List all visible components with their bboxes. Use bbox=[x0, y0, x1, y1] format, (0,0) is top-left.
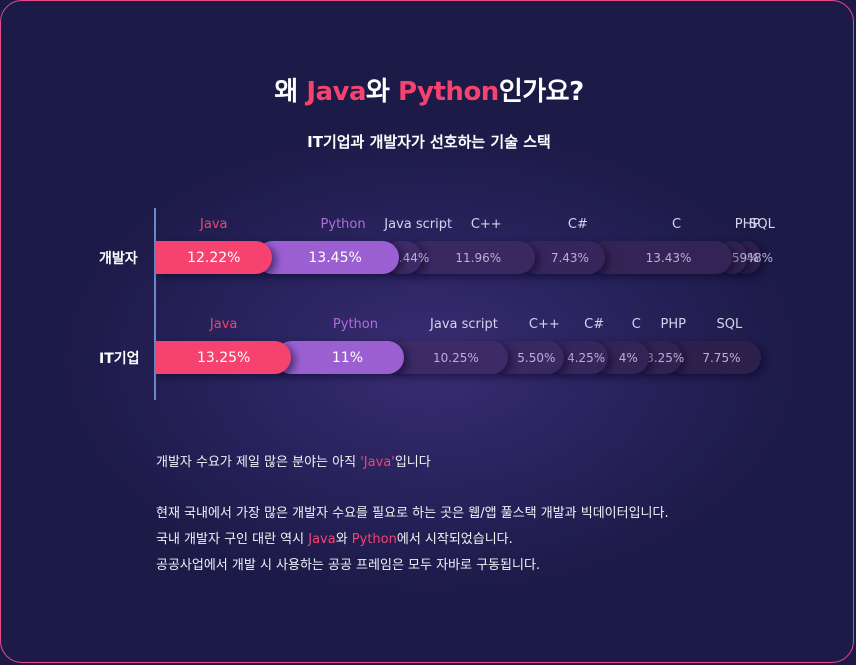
desc-line3-mid: 와 bbox=[335, 532, 352, 547]
category-label-0-2: Java script bbox=[384, 217, 453, 232]
page-subtitle: IT기업과 개발자가 선호하는 기술 스택 bbox=[307, 133, 551, 151]
category-label-0-5: C bbox=[671, 217, 682, 232]
bar-seg-1-2: 10.25% bbox=[387, 341, 509, 374]
category-label-0-4: C# bbox=[567, 217, 588, 232]
category-label-1-7: SQL bbox=[716, 317, 743, 332]
bar-seg-1-7: 7.75% bbox=[665, 341, 761, 374]
title-text-pre: 왜 bbox=[274, 77, 307, 107]
category-label-0-6: PHP bbox=[734, 217, 761, 232]
bar-seg-0-5: 13.43% bbox=[589, 241, 732, 274]
bar-seg-0-1: 13.45% bbox=[255, 241, 399, 274]
desc-line3-python: Python bbox=[351, 532, 397, 547]
desc-line1-post: 입니다 bbox=[394, 455, 431, 470]
title-text-mid: 와 bbox=[366, 77, 399, 107]
bar-seg-1-0: 13.25% bbox=[156, 341, 292, 374]
description-line-2: 현재 국내에서 가장 많은 개발자 수요를 필요로 하는 곳은 웹/앱 풀스택 … bbox=[156, 506, 669, 521]
title-python: Python bbox=[398, 77, 499, 107]
category-label-0-7: SQL bbox=[749, 217, 775, 232]
category-label-0-3: C++ bbox=[470, 217, 502, 232]
desc-line3-post: 에서 시작되었습니다. bbox=[396, 532, 513, 547]
category-label-1-6: PHP bbox=[660, 317, 686, 332]
category-label-1-5: C bbox=[631, 317, 641, 332]
chart-axis-line bbox=[154, 208, 156, 400]
bar-seg-0-3: 11.96% bbox=[405, 241, 535, 274]
title-java: Java bbox=[306, 77, 367, 107]
category-label-1-1: Python bbox=[332, 317, 378, 332]
bar-seg-1-1: 11% bbox=[275, 341, 404, 374]
category-label-1-0: Java bbox=[209, 317, 238, 332]
desc-line1-pre: 개발자 수요가 제일 많은 분야는 아직 bbox=[156, 455, 361, 470]
desc-line3-java: Java bbox=[308, 532, 336, 547]
category-label-1-4: C# bbox=[584, 317, 605, 332]
page-title: 왜 Java와 Python인가요? bbox=[1, 71, 853, 108]
title-text-post: 인가요? bbox=[498, 77, 584, 107]
desc-line1-java: 'Java' bbox=[360, 455, 395, 470]
row-label-1: IT기업 bbox=[99, 351, 140, 367]
category-label-0-1: Python bbox=[320, 217, 366, 232]
description-line-3: 국내 개발자 구인 대란 역시 Java와 Python에서 시작되었습니다. bbox=[156, 528, 513, 547]
description-line-1: 개발자 수요가 제일 많은 분야는 아직 'Java'입니다 bbox=[156, 451, 431, 470]
category-label-0-0: Java bbox=[200, 217, 228, 232]
desc-line3-pre: 국내 개발자 구인 대란 역시 bbox=[156, 532, 309, 547]
category-label-1-2: Java script bbox=[430, 317, 498, 332]
row-label-0: 개발자 bbox=[99, 251, 138, 267]
description-line-4: 공공사업에서 개발 시 사용하는 공공 프레임은 모두 자바로 구동됩니다. bbox=[156, 558, 541, 573]
category-label-1-3: C++ bbox=[528, 317, 560, 332]
bar-seg-0-0: 12.22% bbox=[156, 241, 272, 274]
